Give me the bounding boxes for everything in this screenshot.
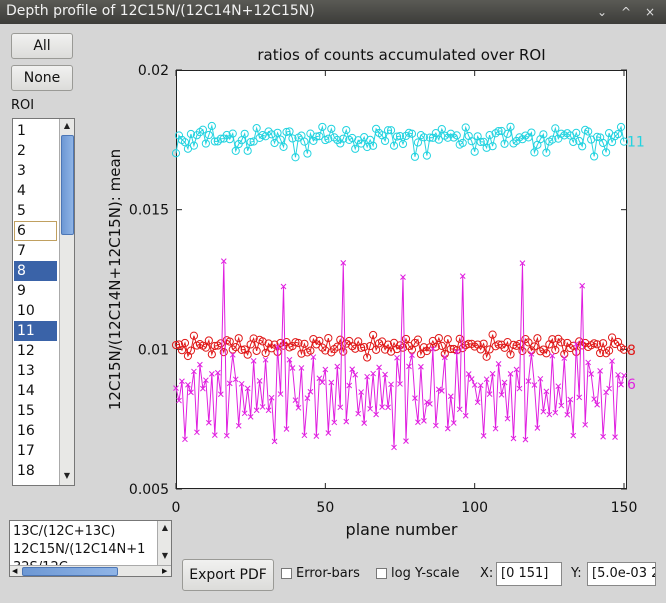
roi-item-13[interactable]: 13 — [17, 363, 35, 379]
y-tick-label: 0.005 — [129, 482, 169, 498]
chart-title: ratios of counts accumulated over ROI — [257, 46, 545, 64]
scroll-right-icon[interactable]: ▶ — [162, 567, 168, 575]
x-range-label: X: — [480, 566, 494, 581]
ratio-vscrollbar[interactable]: ▲ ▼ — [157, 521, 171, 565]
roi-item-1[interactable]: 1 — [17, 123, 26, 139]
scroll-thumb[interactable] — [61, 135, 74, 235]
ratio-hscrollbar[interactable]: ◀ ▶ — [10, 565, 171, 576]
roi-item-9[interactable]: 9 — [17, 283, 26, 299]
roi-item-4[interactable]: 4 — [17, 183, 26, 199]
plot-area — [176, 70, 627, 489]
roi-label: ROI — [11, 98, 35, 113]
title-bar: Depth profile of 12C15N/(12C14N+12C15N) … — [0, 0, 666, 24]
roi-item-11[interactable]: 11 — [14, 321, 57, 341]
x-tick-label: 150 — [611, 500, 638, 516]
x-tick-label: 50 — [316, 500, 334, 516]
roi-item-2[interactable]: 2 — [17, 143, 26, 159]
roi-listbox[interactable]: 18 17 16 15 14 13 12 11 10 9 8 7 6 5 4 3 2 1 ▲ ▼ — [12, 118, 75, 486]
y-tick-label: 0.02 — [138, 63, 169, 79]
error-bars-checkbox[interactable] — [281, 568, 292, 579]
scroll-up-icon[interactable]: ▲ — [63, 121, 71, 130]
roi-item-5[interactable]: 5 — [17, 203, 26, 219]
roi-item-8[interactable]: 8 — [14, 261, 57, 281]
minimize-icon[interactable]: ⌄ — [596, 5, 608, 19]
scroll-down-icon[interactable]: ▼ — [161, 551, 169, 560]
window-title: Depth profile of 12C15N/(12C14N+12C15N) — [6, 3, 315, 19]
close-icon[interactable]: × — [644, 5, 656, 19]
roi-scrollbar[interactable]: ▲ ▼ — [59, 119, 74, 485]
roi-item-6[interactable]: 6 — [14, 221, 57, 241]
roi-item-17[interactable]: 17 — [17, 443, 35, 459]
scroll-down-icon[interactable]: ▼ — [63, 471, 71, 480]
select-none-button[interactable]: None — [11, 65, 73, 91]
ratio-item[interactable]: 12C15N/(12C14N+1 — [13, 542, 146, 557]
scroll-left-icon[interactable]: ◀ — [12, 567, 18, 575]
roi-item-15[interactable]: 15 — [17, 403, 35, 419]
series-label-6: 6 — [627, 377, 636, 393]
x-axis-label: plane number — [346, 520, 458, 539]
select-all-button[interactable]: All — [11, 33, 73, 59]
x-tick-label: 0 — [172, 500, 181, 516]
y-axis-label: 12C15N/(12C14N+12C15N): mean — [106, 149, 124, 410]
roi-item-10[interactable]: 10 — [17, 303, 35, 319]
scroll-up-icon[interactable]: ▲ — [161, 523, 169, 532]
roi-item-18[interactable]: 18 — [17, 463, 35, 479]
roi-item-7[interactable]: 7 — [17, 243, 26, 259]
hscroll-thumb[interactable] — [22, 567, 118, 576]
y-tick-label: 0.01 — [138, 342, 169, 358]
log-y-checkbox[interactable] — [376, 568, 387, 579]
x-range-input[interactable]: [0 151] — [496, 562, 562, 586]
log-y-label: log Y-scale — [391, 566, 460, 581]
export-pdf-button[interactable]: Export PDF — [182, 559, 274, 591]
ratio-item[interactable]: 13C/(12C+13C) — [13, 524, 116, 539]
series-label-11: 11 — [627, 135, 645, 151]
series-label-8: 8 — [627, 343, 636, 359]
ratio-listbox[interactable]: 13C/(12C+13C) 12C15N/(12C14N+1 32S/12C ▲… — [9, 520, 172, 577]
roi-item-14[interactable]: 14 — [17, 383, 35, 399]
roi-item-12[interactable]: 12 — [17, 343, 35, 359]
maximize-icon[interactable]: ^ — [620, 5, 632, 19]
roi-item-16[interactable]: 16 — [17, 423, 35, 439]
x-tick-label: 100 — [461, 500, 488, 516]
y-tick-label: 0.015 — [129, 203, 169, 219]
ratio-item[interactable]: 32S/12C — [13, 559, 157, 569]
error-bars-label: Error-bars — [296, 566, 360, 581]
y-range-label: Y: — [571, 566, 582, 581]
roi-item-3[interactable]: 3 — [17, 163, 26, 179]
y-range-input[interactable]: [5.0e-03 2 — [587, 562, 656, 586]
